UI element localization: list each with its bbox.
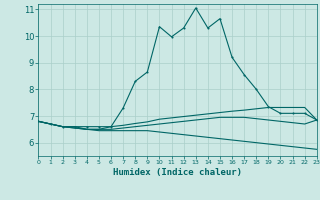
X-axis label: Humidex (Indice chaleur): Humidex (Indice chaleur) <box>113 168 242 177</box>
